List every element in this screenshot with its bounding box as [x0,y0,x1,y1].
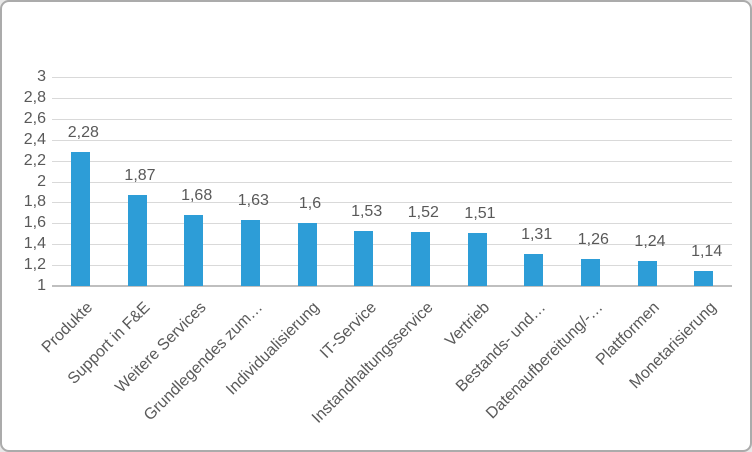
y-axis-tick-label: 1,4 [23,235,46,253]
bar [410,231,430,286]
bar-value-label: 1,53 [351,202,383,220]
bar-value-label: 1,52 [407,203,439,221]
bar-value-label: 1,14 [691,243,723,261]
bar [637,260,657,286]
bar [524,253,544,286]
y-axis-tick-label: 1,8 [23,193,46,211]
bar [240,220,260,286]
gridline [52,244,732,246]
y-axis-tick-label: 2,2 [23,151,46,169]
gridline [52,77,732,78]
y-axis-tick-label: 2,6 [23,109,46,127]
bar [354,230,374,286]
gridline [52,223,732,225]
x-axis-category-label: Produkte [39,299,97,357]
gridline [52,202,732,204]
bar-value-label: 1,51 [464,204,496,222]
y-axis-tick-label: 3 [37,68,46,85]
bar [694,271,714,286]
bar [70,152,90,286]
bar-value-label: 1,6 [298,195,322,213]
bar [580,258,600,286]
y-axis-tick-label: 1 [37,277,46,294]
bar [297,223,317,286]
y-axis-tick-label: 2,4 [23,130,46,148]
y-axis-tick-label: 1,2 [23,256,46,274]
bar [184,214,204,286]
y-axis-tick-label: 2 [37,172,46,190]
gridline [52,139,732,141]
x-axis-category-label: Vertrieb [442,299,494,351]
gridline [52,181,732,183]
x-axis-category-label: Datenaufbereitung/-… [483,299,607,423]
bar-value-label: 1,24 [634,232,666,250]
x-axis-line [52,285,732,287]
bar-value-label: 1,26 [577,230,609,248]
gridline [52,118,732,120]
bar-value-label: 1,87 [124,167,156,185]
bar-value-label: 2,28 [67,124,99,142]
gridline [52,160,732,162]
y-axis-tick-label: 2,8 [23,88,46,106]
bar-value-label: 1,68 [181,186,213,204]
bar-value-label: 1,31 [521,225,553,243]
bar [467,232,487,286]
gridline [52,265,732,267]
bar [127,195,147,286]
bar-value-label: 1,63 [237,192,269,210]
gridline [52,97,732,99]
y-axis-tick-label: 1,6 [23,214,46,232]
